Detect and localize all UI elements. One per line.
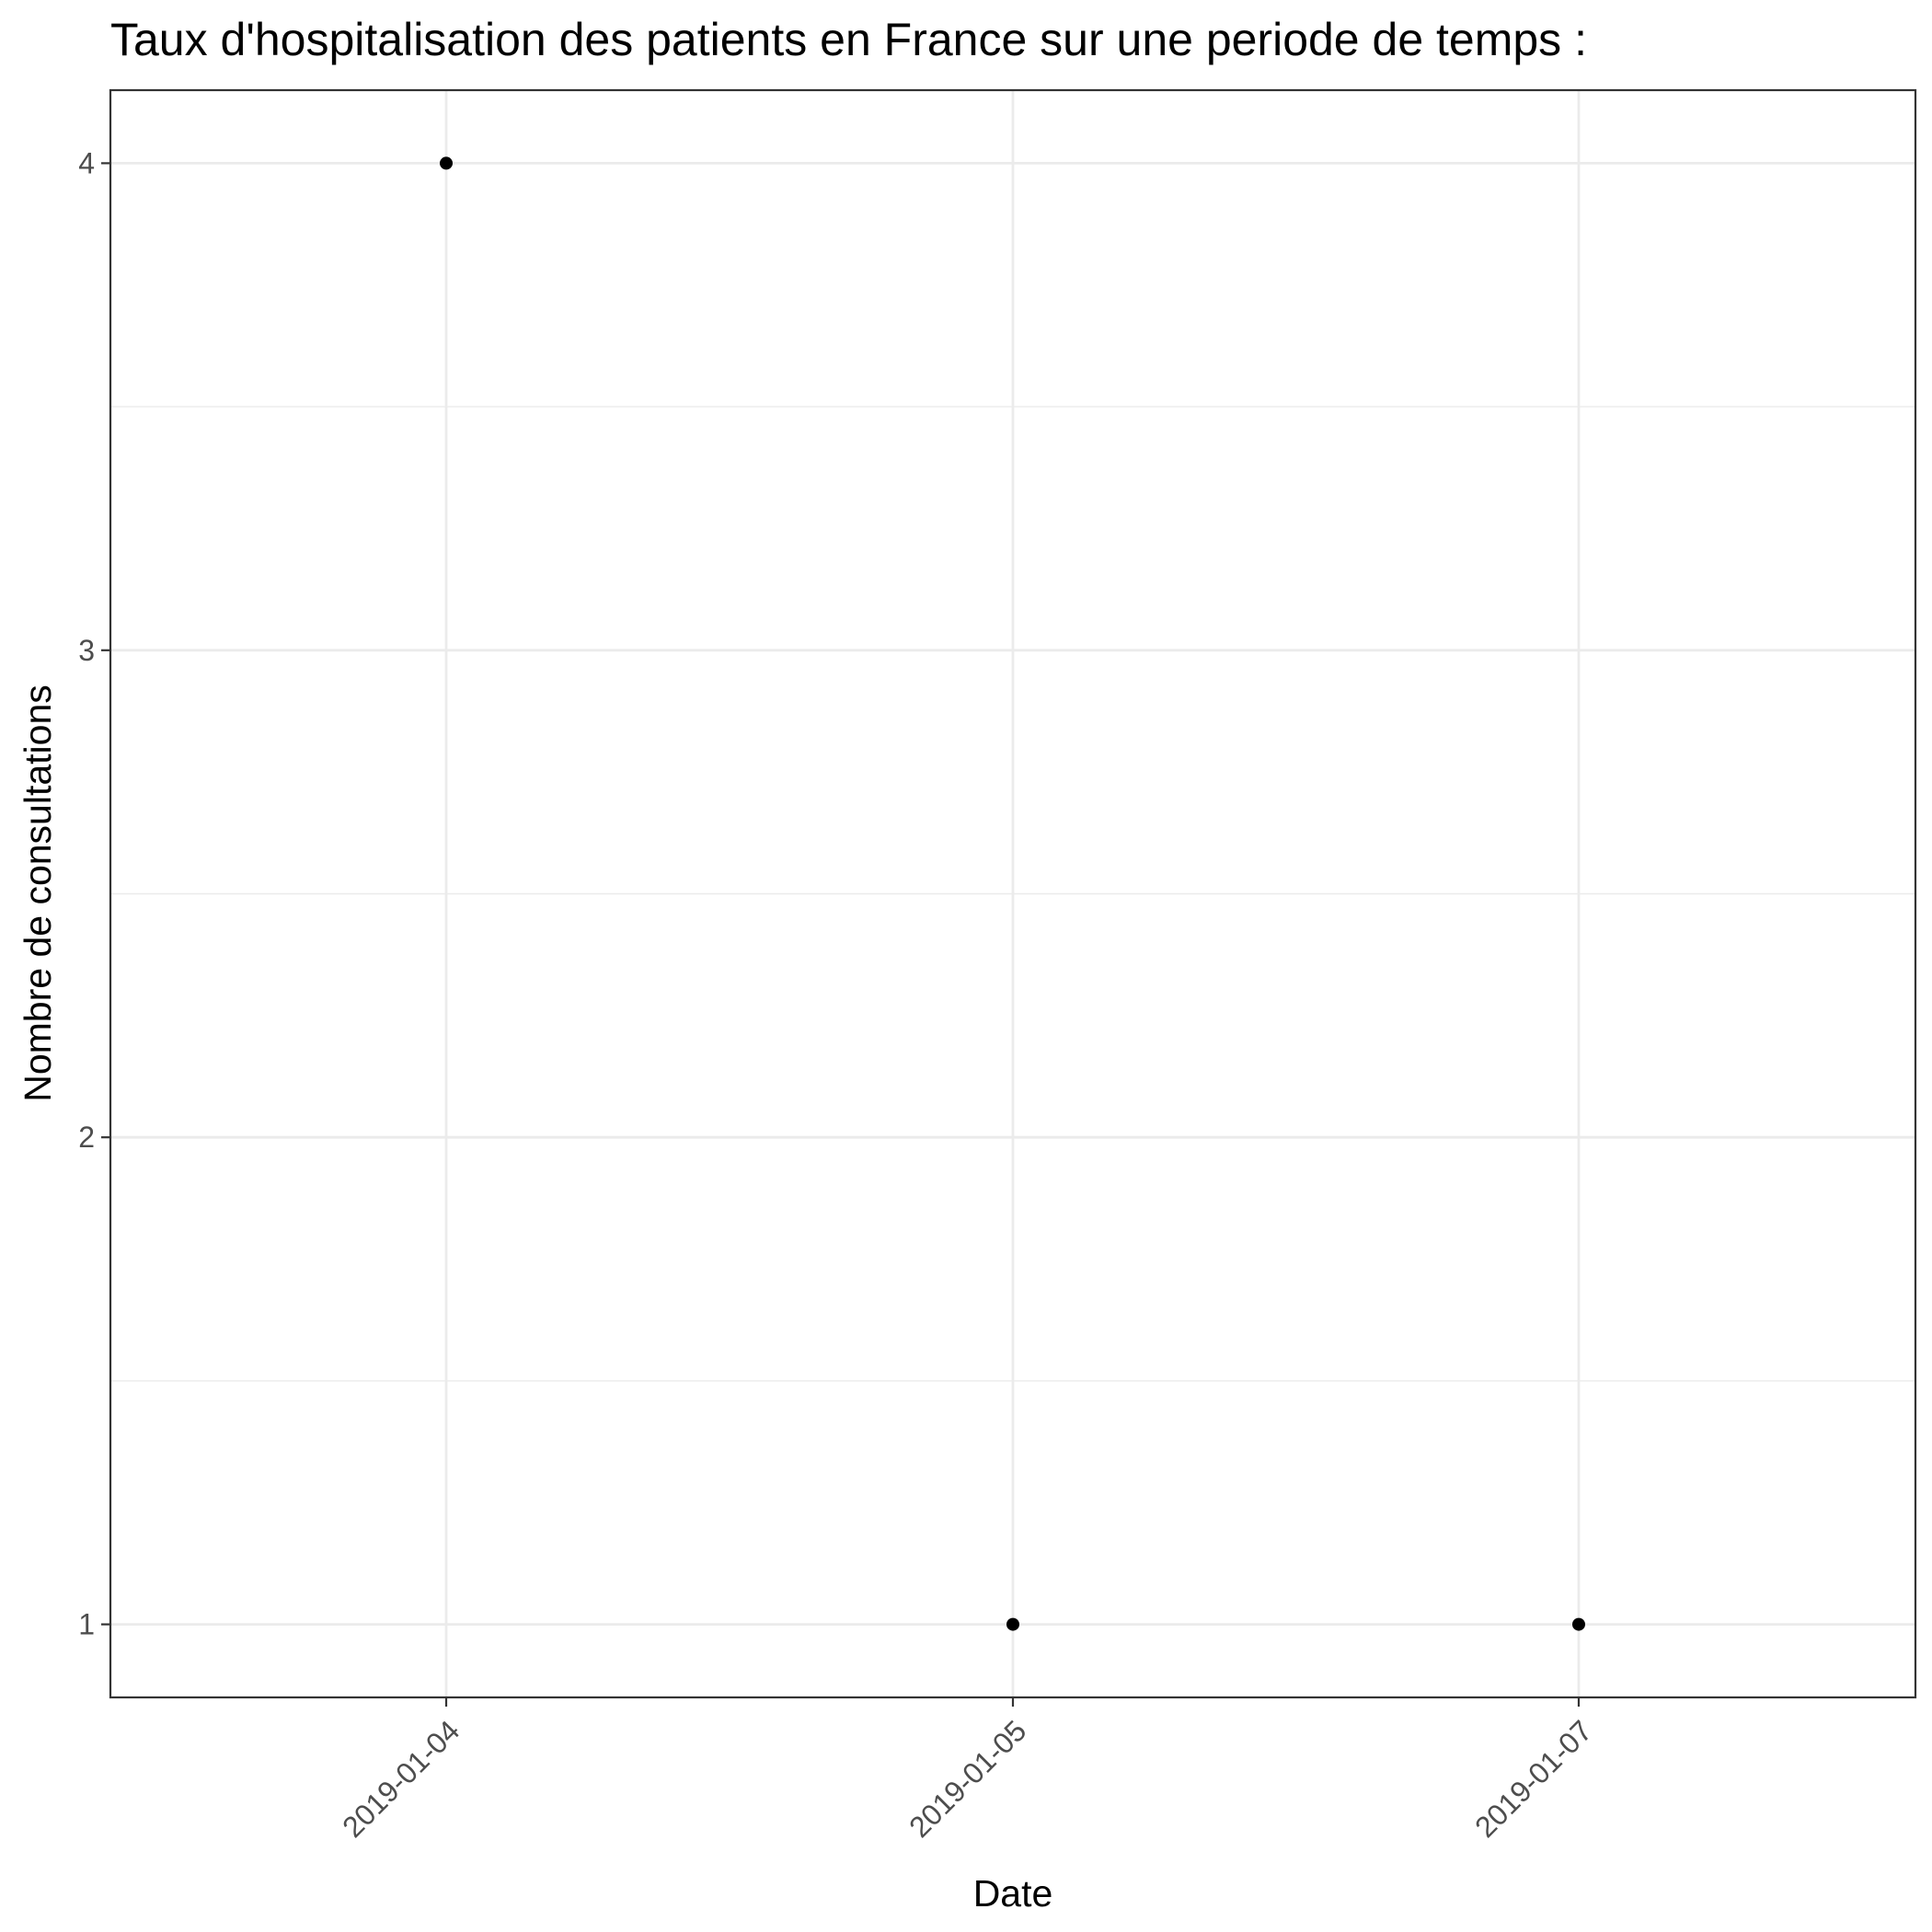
y-axis-title: Nombre de consultations (17, 684, 59, 1102)
data-points (440, 156, 1585, 1631)
chart-title: Taux d'hospitalisation des patients en F… (110, 14, 1587, 65)
data-point (1006, 1617, 1019, 1631)
y-tick-label: 4 (78, 146, 95, 179)
data-point (440, 156, 453, 170)
y-tick-label: 1 (78, 1608, 95, 1641)
y-tick-label: 2 (78, 1121, 95, 1154)
x-tick-label: 2019-01-07 (1468, 1714, 1598, 1844)
x-tick-label: 2019-01-05 (903, 1714, 1032, 1844)
data-point (1572, 1617, 1585, 1631)
grid-major (110, 90, 1915, 1697)
y-tick-labels: 1 2 3 4 (78, 146, 95, 1640)
y-tick-label: 3 (78, 634, 95, 667)
x-tick-labels: 2019-01-04 2019-01-05 2019-01-07 (336, 1714, 1598, 1844)
x-tick-label: 2019-01-04 (336, 1714, 466, 1844)
x-axis-title: Date (973, 1872, 1053, 1915)
axis-ticks (101, 162, 1581, 1707)
